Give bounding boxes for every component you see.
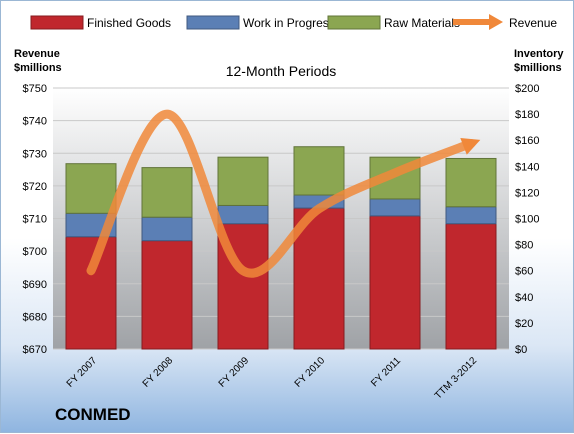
- legend-label: Revenue: [509, 16, 557, 30]
- right-tick-label: $80: [515, 240, 533, 252]
- left-axis-title-line1: Revenue: [14, 48, 60, 60]
- left-tick-label: $730: [23, 148, 47, 160]
- revenue-line-series: [86, 109, 481, 278]
- right-tick-label: $160: [515, 135, 539, 147]
- legend-swatch: [186, 15, 240, 30]
- category-label: FY 2008: [141, 355, 176, 390]
- left-tick-label: $700: [23, 246, 47, 258]
- bar-raw-materials: [293, 146, 345, 196]
- bar-finished-goods: [369, 215, 421, 350]
- axis-titles: Revenue $millions Inventory $millions 12…: [14, 48, 564, 79]
- right-axis: $0 $20 $40 $60 $80 $100 $120 $140 $160 $180 $200: [515, 83, 539, 356]
- right-tick-label: $180: [515, 109, 539, 121]
- left-axis-title-line2: $millions: [14, 62, 62, 74]
- left-tick-label: $720: [23, 181, 47, 193]
- category-label: FY 2009: [217, 355, 252, 390]
- bar-raw-materials: [445, 157, 497, 208]
- category-label: FY 2011: [369, 355, 403, 389]
- right-tick-label: $0: [515, 344, 527, 356]
- bar-finished-goods: [445, 223, 497, 350]
- left-tick-label: $710: [23, 214, 47, 226]
- legend-swatch: [327, 15, 381, 30]
- right-tick-label: $20: [515, 318, 533, 330]
- left-axis: $670 $680 $690 $700 $710 $720 $730 $740 $750: [23, 83, 47, 356]
- bar-raw-materials: [141, 167, 193, 218]
- category-label: TTM 3-2012: [433, 355, 480, 402]
- bar-work-in-progress: [369, 198, 421, 217]
- right-axis-title-line1: Inventory: [514, 48, 564, 60]
- revenue-arrowhead: [460, 137, 481, 155]
- bar-work-in-progress: [141, 216, 193, 242]
- left-tick-label: $680: [23, 311, 47, 323]
- left-tick-label: $670: [23, 344, 47, 356]
- chart-subtitle: 12-Month Periods: [226, 63, 337, 79]
- legend-label: Raw Materials: [384, 16, 460, 30]
- category-axis: FY 2007 FY 2008 FY 2009 FY 2010 FY 2011 TTM 3…: [65, 355, 480, 402]
- revenue-line: [86, 109, 476, 278]
- right-tick-label: $60: [515, 266, 533, 278]
- bar-work-in-progress: [217, 204, 269, 225]
- right-tick-label: $100: [515, 214, 539, 226]
- legend-label: Work in Progress: [243, 16, 335, 30]
- bar-finished-goods: [141, 240, 193, 350]
- left-tick-label: $740: [23, 116, 47, 128]
- legend-label: Finished Goods: [87, 16, 171, 30]
- bar-series: [65, 146, 497, 350]
- left-tick-label: $690: [23, 279, 47, 291]
- gridlines: [53, 87, 509, 350]
- bar-work-in-progress: [445, 206, 497, 225]
- bar-finished-goods: [65, 236, 117, 350]
- legend-swatch: [30, 15, 84, 30]
- legend: Finished Goods Work in Progress Raw Materi…: [30, 14, 557, 30]
- left-tick-label: $750: [23, 83, 47, 95]
- bar-raw-materials: [65, 163, 117, 214]
- right-tick-label: $120: [515, 187, 539, 199]
- legend-arrow-icon: [489, 14, 503, 30]
- right-axis-title-line2: $millions: [514, 62, 562, 74]
- right-tick-label: $140: [515, 161, 539, 173]
- category-label: FY 2010: [293, 355, 328, 390]
- right-tick-label: $200: [515, 83, 539, 95]
- right-tick-label: $40: [515, 292, 533, 304]
- company-name: CONMED: [55, 405, 131, 424]
- category-label: FY 2007: [65, 355, 100, 390]
- bar-raw-materials: [217, 156, 269, 206]
